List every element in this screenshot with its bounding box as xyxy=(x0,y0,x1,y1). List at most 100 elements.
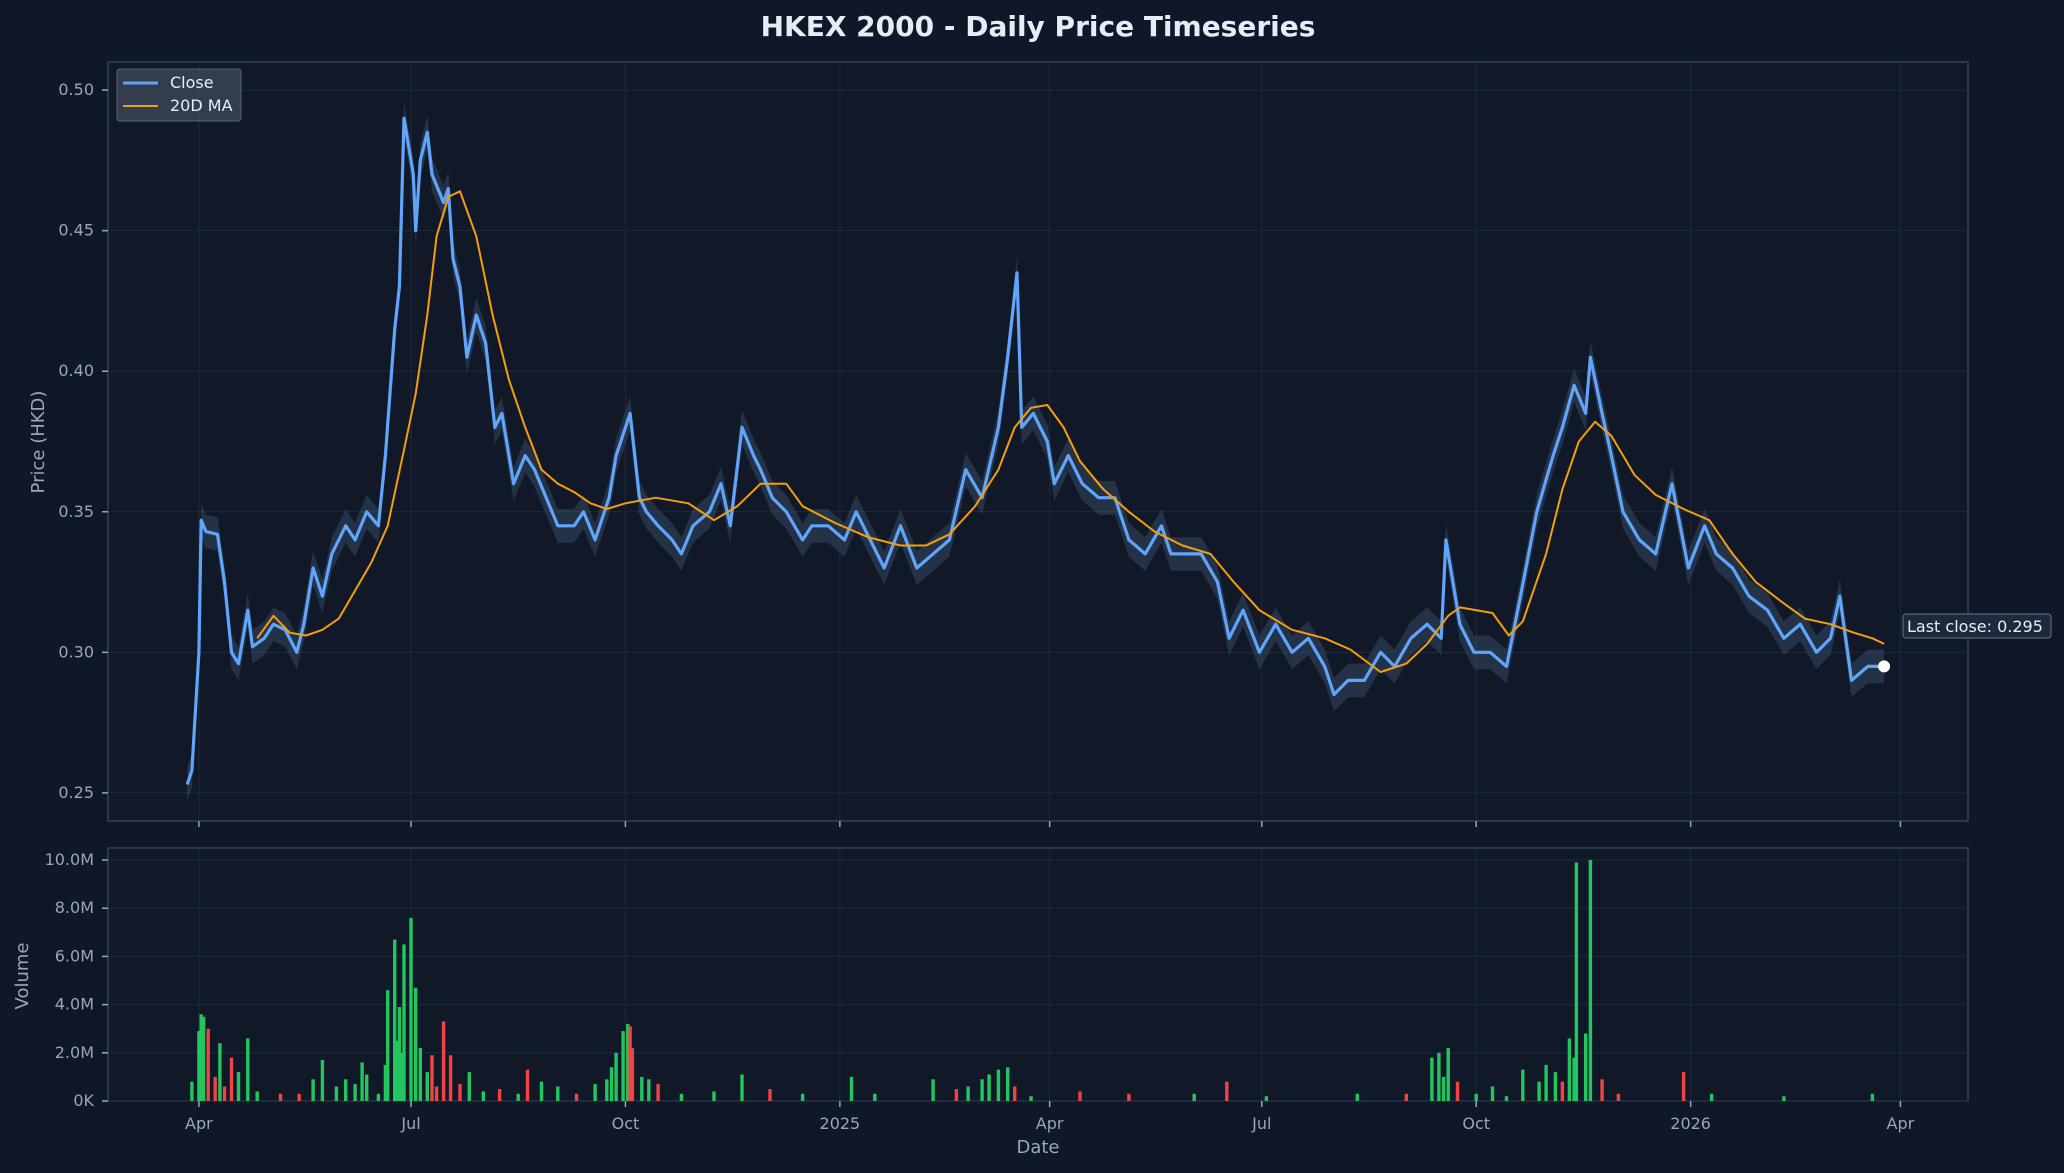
volume-bar xyxy=(199,1014,203,1101)
volume-bar xyxy=(768,1089,772,1101)
volume-bar xyxy=(353,1084,357,1101)
volume-bar xyxy=(1474,1093,1478,1101)
volume-bars xyxy=(190,860,1875,1101)
volume-bar xyxy=(1490,1086,1495,1101)
volume-bar xyxy=(1521,1069,1525,1101)
volume-bar xyxy=(393,939,397,1101)
volume-bar xyxy=(621,1031,625,1101)
volume-bar xyxy=(980,1079,984,1101)
x-tick-label: Oct xyxy=(1462,1114,1490,1133)
volume-bar xyxy=(395,1040,399,1101)
volume-bar xyxy=(1537,1081,1541,1101)
volume-bar xyxy=(458,1084,462,1101)
volume-bar xyxy=(402,944,406,1101)
volume-bar xyxy=(987,1074,991,1101)
volume-bar xyxy=(556,1086,560,1101)
x-axis-ticks: Apr Jul Oct 2025 Apr Jul Oct 2026 Apr xyxy=(185,821,1915,1133)
volume-bar xyxy=(441,1021,446,1101)
volume-bar xyxy=(365,1074,369,1101)
volume-bar xyxy=(418,1048,422,1101)
legend-ma-label: 20D MA xyxy=(170,96,233,115)
price-y-ticks: 0.25 0.30 0.35 0.40 0.45 0.50 xyxy=(58,80,108,802)
volume-bar xyxy=(1441,1076,1446,1101)
volume-y-tick-label: 10.0M xyxy=(45,850,94,869)
volume-bar xyxy=(849,1076,854,1101)
legend-close-label: Close xyxy=(170,73,214,92)
volume-bar xyxy=(360,1062,364,1101)
volume-bar xyxy=(516,1093,520,1101)
x-tick-label: Jul xyxy=(1251,1114,1271,1133)
price-y-tick-label: 0.40 xyxy=(58,361,94,380)
volume-bar xyxy=(1446,1048,1450,1101)
legend: Close 20D MA xyxy=(116,68,242,122)
volume-bar xyxy=(1264,1096,1269,1101)
volume-bar xyxy=(628,1026,632,1101)
volume-bar xyxy=(397,1007,402,1101)
price-lines xyxy=(185,116,1891,786)
volume-plot-area xyxy=(107,847,1969,1102)
price-y-tick-label: 0.45 xyxy=(58,221,94,240)
volume-bar xyxy=(386,990,390,1101)
volume-bar xyxy=(1870,1093,1875,1101)
volume-bar xyxy=(201,1016,206,1101)
x-axis-label: Date xyxy=(1016,1137,1059,1158)
price-grid xyxy=(108,62,1968,821)
x-tick-label: Oct xyxy=(612,1114,640,1133)
volume-bar xyxy=(297,1093,301,1101)
volume-bar xyxy=(1616,1093,1621,1101)
price-y-tick-label: 0.50 xyxy=(58,80,94,99)
volume-bar xyxy=(1584,1033,1588,1101)
volume-bar xyxy=(640,1076,644,1101)
volume-bar xyxy=(539,1081,544,1101)
volume-bar xyxy=(236,1072,241,1101)
volume-bar xyxy=(1600,1079,1604,1101)
volume-bar xyxy=(383,1064,388,1101)
volume-bar xyxy=(1455,1081,1460,1101)
volume-bar xyxy=(626,1023,630,1101)
volume-bar xyxy=(213,1076,217,1101)
volume-bar xyxy=(954,1089,959,1101)
volume-y-tick-label: 6.0M xyxy=(55,946,94,965)
moving-average-line xyxy=(256,190,1885,673)
volume-y-axis-label: Volume xyxy=(12,943,33,1010)
volume-bar xyxy=(609,1067,614,1101)
volume-y-tick-label: 4.0M xyxy=(55,995,94,1014)
price-y-axis-label: Price (HKD) xyxy=(28,391,49,494)
volume-bar xyxy=(1430,1057,1434,1101)
x-tick-label: 2026 xyxy=(1670,1114,1711,1133)
volume-bar xyxy=(481,1091,485,1101)
last-close-marker xyxy=(1878,660,1891,673)
volume-bar xyxy=(1029,1096,1033,1101)
volume-y-tick-label: 2.0M xyxy=(55,1043,94,1062)
volume-bar xyxy=(712,1091,716,1101)
volume-bar xyxy=(614,1052,618,1101)
price-y-tick-label: 0.30 xyxy=(58,642,94,661)
volume-bar xyxy=(197,1031,201,1101)
volume-bar xyxy=(1709,1093,1714,1101)
volume-bar xyxy=(630,1048,635,1101)
last-close-box xyxy=(1902,613,2052,639)
volume-bar xyxy=(656,1084,660,1101)
volume-bar xyxy=(1404,1093,1408,1101)
volume-bar xyxy=(740,1074,744,1101)
volume-bar xyxy=(1553,1072,1558,1101)
volume-bar xyxy=(1225,1081,1229,1101)
volume-y-tick-label: 8.0M xyxy=(55,898,94,917)
volume-bar xyxy=(996,1069,1001,1101)
volume-bar xyxy=(467,1072,471,1101)
volume-bar xyxy=(425,1072,429,1101)
volume-bar xyxy=(414,987,418,1101)
volume-bar xyxy=(574,1093,579,1101)
volume-bar xyxy=(246,1038,250,1101)
volume-bar xyxy=(334,1086,339,1101)
volume-bar xyxy=(1078,1091,1082,1101)
volume-bar xyxy=(206,1028,210,1101)
volume-bar xyxy=(1782,1096,1786,1101)
price-y-tick-label: 0.35 xyxy=(58,502,94,521)
volume-bar xyxy=(1006,1067,1010,1101)
x-tick-label: 2025 xyxy=(820,1114,861,1133)
volume-bar xyxy=(376,1093,381,1101)
x-tick-label: Jul xyxy=(400,1114,420,1133)
volume-y-tick-label: 0K xyxy=(73,1091,94,1110)
